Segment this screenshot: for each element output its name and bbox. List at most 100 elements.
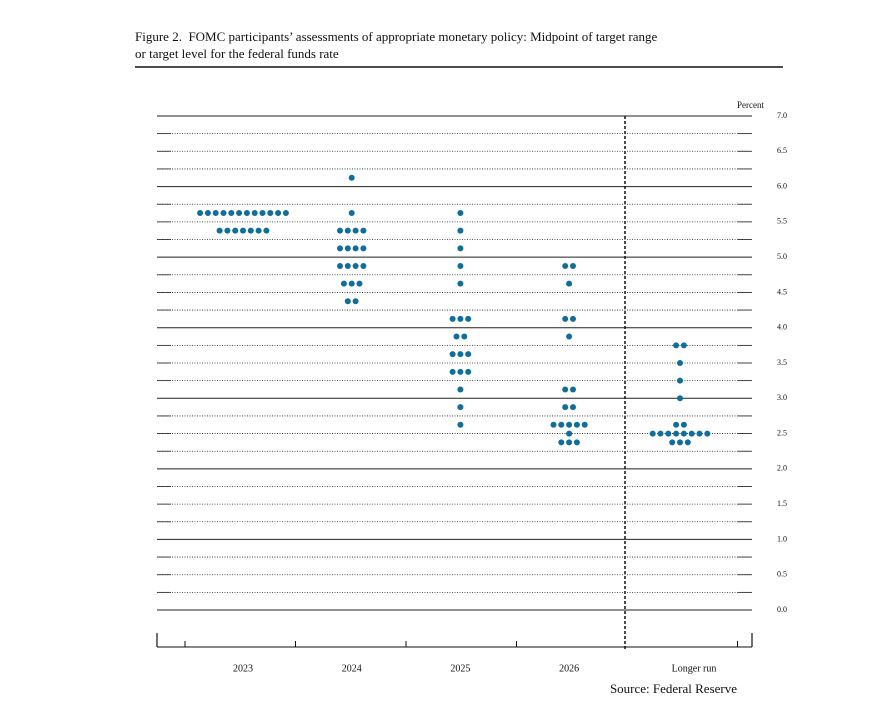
dot xyxy=(337,262,343,269)
dot xyxy=(562,315,569,322)
dot xyxy=(457,210,464,217)
dot xyxy=(566,421,573,428)
dot xyxy=(457,421,464,428)
dot xyxy=(449,315,456,322)
dot xyxy=(220,210,227,217)
dot xyxy=(457,227,464,234)
dot xyxy=(344,227,351,234)
dot xyxy=(562,404,569,411)
y-tick-label: 3.0 xyxy=(777,393,787,402)
dot xyxy=(457,386,464,393)
dot xyxy=(224,227,231,234)
dot xyxy=(665,430,672,437)
dot xyxy=(356,280,363,287)
y-tick-label: 3.5 xyxy=(777,358,787,367)
dot xyxy=(228,210,235,217)
dot xyxy=(251,210,258,217)
dot xyxy=(457,315,464,322)
dot xyxy=(352,298,359,305)
dot xyxy=(263,227,270,234)
dot xyxy=(673,430,680,437)
dot xyxy=(573,439,580,446)
dot xyxy=(259,210,266,217)
dot xyxy=(566,430,573,437)
dot xyxy=(247,227,254,234)
y-tick-label: 0.0 xyxy=(777,605,787,614)
dot xyxy=(352,245,359,252)
dot xyxy=(212,210,219,217)
dot xyxy=(570,386,576,393)
dot xyxy=(243,210,250,217)
dot xyxy=(680,430,687,437)
dot xyxy=(550,421,557,428)
dot xyxy=(558,439,565,446)
dot xyxy=(240,227,246,234)
dot xyxy=(562,262,569,269)
dot xyxy=(449,351,456,358)
dot xyxy=(696,430,703,437)
dot xyxy=(216,227,223,234)
dot xyxy=(453,333,460,340)
dot xyxy=(236,210,243,217)
y-axis-label: Percent xyxy=(737,100,764,110)
y-tick-label: 5.5 xyxy=(777,217,787,226)
dot xyxy=(558,421,565,428)
dot xyxy=(457,262,464,269)
y-tick-label: 6.0 xyxy=(777,181,787,190)
dot xyxy=(688,430,695,437)
y-tick-label: 1.5 xyxy=(777,499,787,508)
dot xyxy=(570,315,576,322)
dot xyxy=(562,386,569,393)
dot xyxy=(449,368,456,375)
dot xyxy=(566,333,573,340)
dot xyxy=(457,404,464,411)
dot xyxy=(570,404,576,411)
dot xyxy=(573,421,580,428)
dot xyxy=(570,262,576,269)
dot xyxy=(337,245,343,252)
dot xyxy=(465,368,472,375)
dot xyxy=(649,430,656,437)
dot xyxy=(669,439,676,446)
dot xyxy=(360,245,367,252)
dot xyxy=(457,351,464,358)
y-tick-label: 1.0 xyxy=(777,534,787,543)
dot xyxy=(566,439,573,446)
y-tick-label: 2.5 xyxy=(777,428,787,437)
dot xyxy=(337,227,343,234)
x-tick-label: 2023 xyxy=(233,663,253,674)
dot xyxy=(673,421,680,428)
x-tick-label: 2026 xyxy=(559,663,579,674)
dot xyxy=(677,360,683,366)
dot xyxy=(344,262,351,269)
x-tick-label: 2024 xyxy=(342,663,362,674)
source: Source: Federal Reserve xyxy=(610,681,737,696)
dot xyxy=(344,245,351,252)
dot xyxy=(232,227,239,234)
dot xyxy=(677,395,683,402)
dot xyxy=(344,298,351,305)
dot xyxy=(204,210,211,217)
dot xyxy=(677,439,683,446)
dot xyxy=(461,333,468,340)
dot xyxy=(680,342,687,349)
dot xyxy=(704,430,711,437)
dot xyxy=(657,430,664,437)
dot xyxy=(282,210,289,217)
dot xyxy=(348,210,355,217)
y-tick-label: 4.0 xyxy=(777,323,787,332)
x-tick-label: Longer run xyxy=(672,663,717,674)
dot xyxy=(673,342,680,349)
dot xyxy=(465,315,472,322)
y-tick-label: 2.0 xyxy=(777,464,787,473)
dot xyxy=(465,351,472,358)
dot xyxy=(348,280,355,287)
dot xyxy=(566,280,573,287)
dot xyxy=(360,262,367,269)
dot xyxy=(680,421,687,428)
dot xyxy=(255,227,262,234)
dot xyxy=(457,280,464,287)
dot xyxy=(348,174,355,181)
y-tick-label: 4.5 xyxy=(777,287,787,296)
